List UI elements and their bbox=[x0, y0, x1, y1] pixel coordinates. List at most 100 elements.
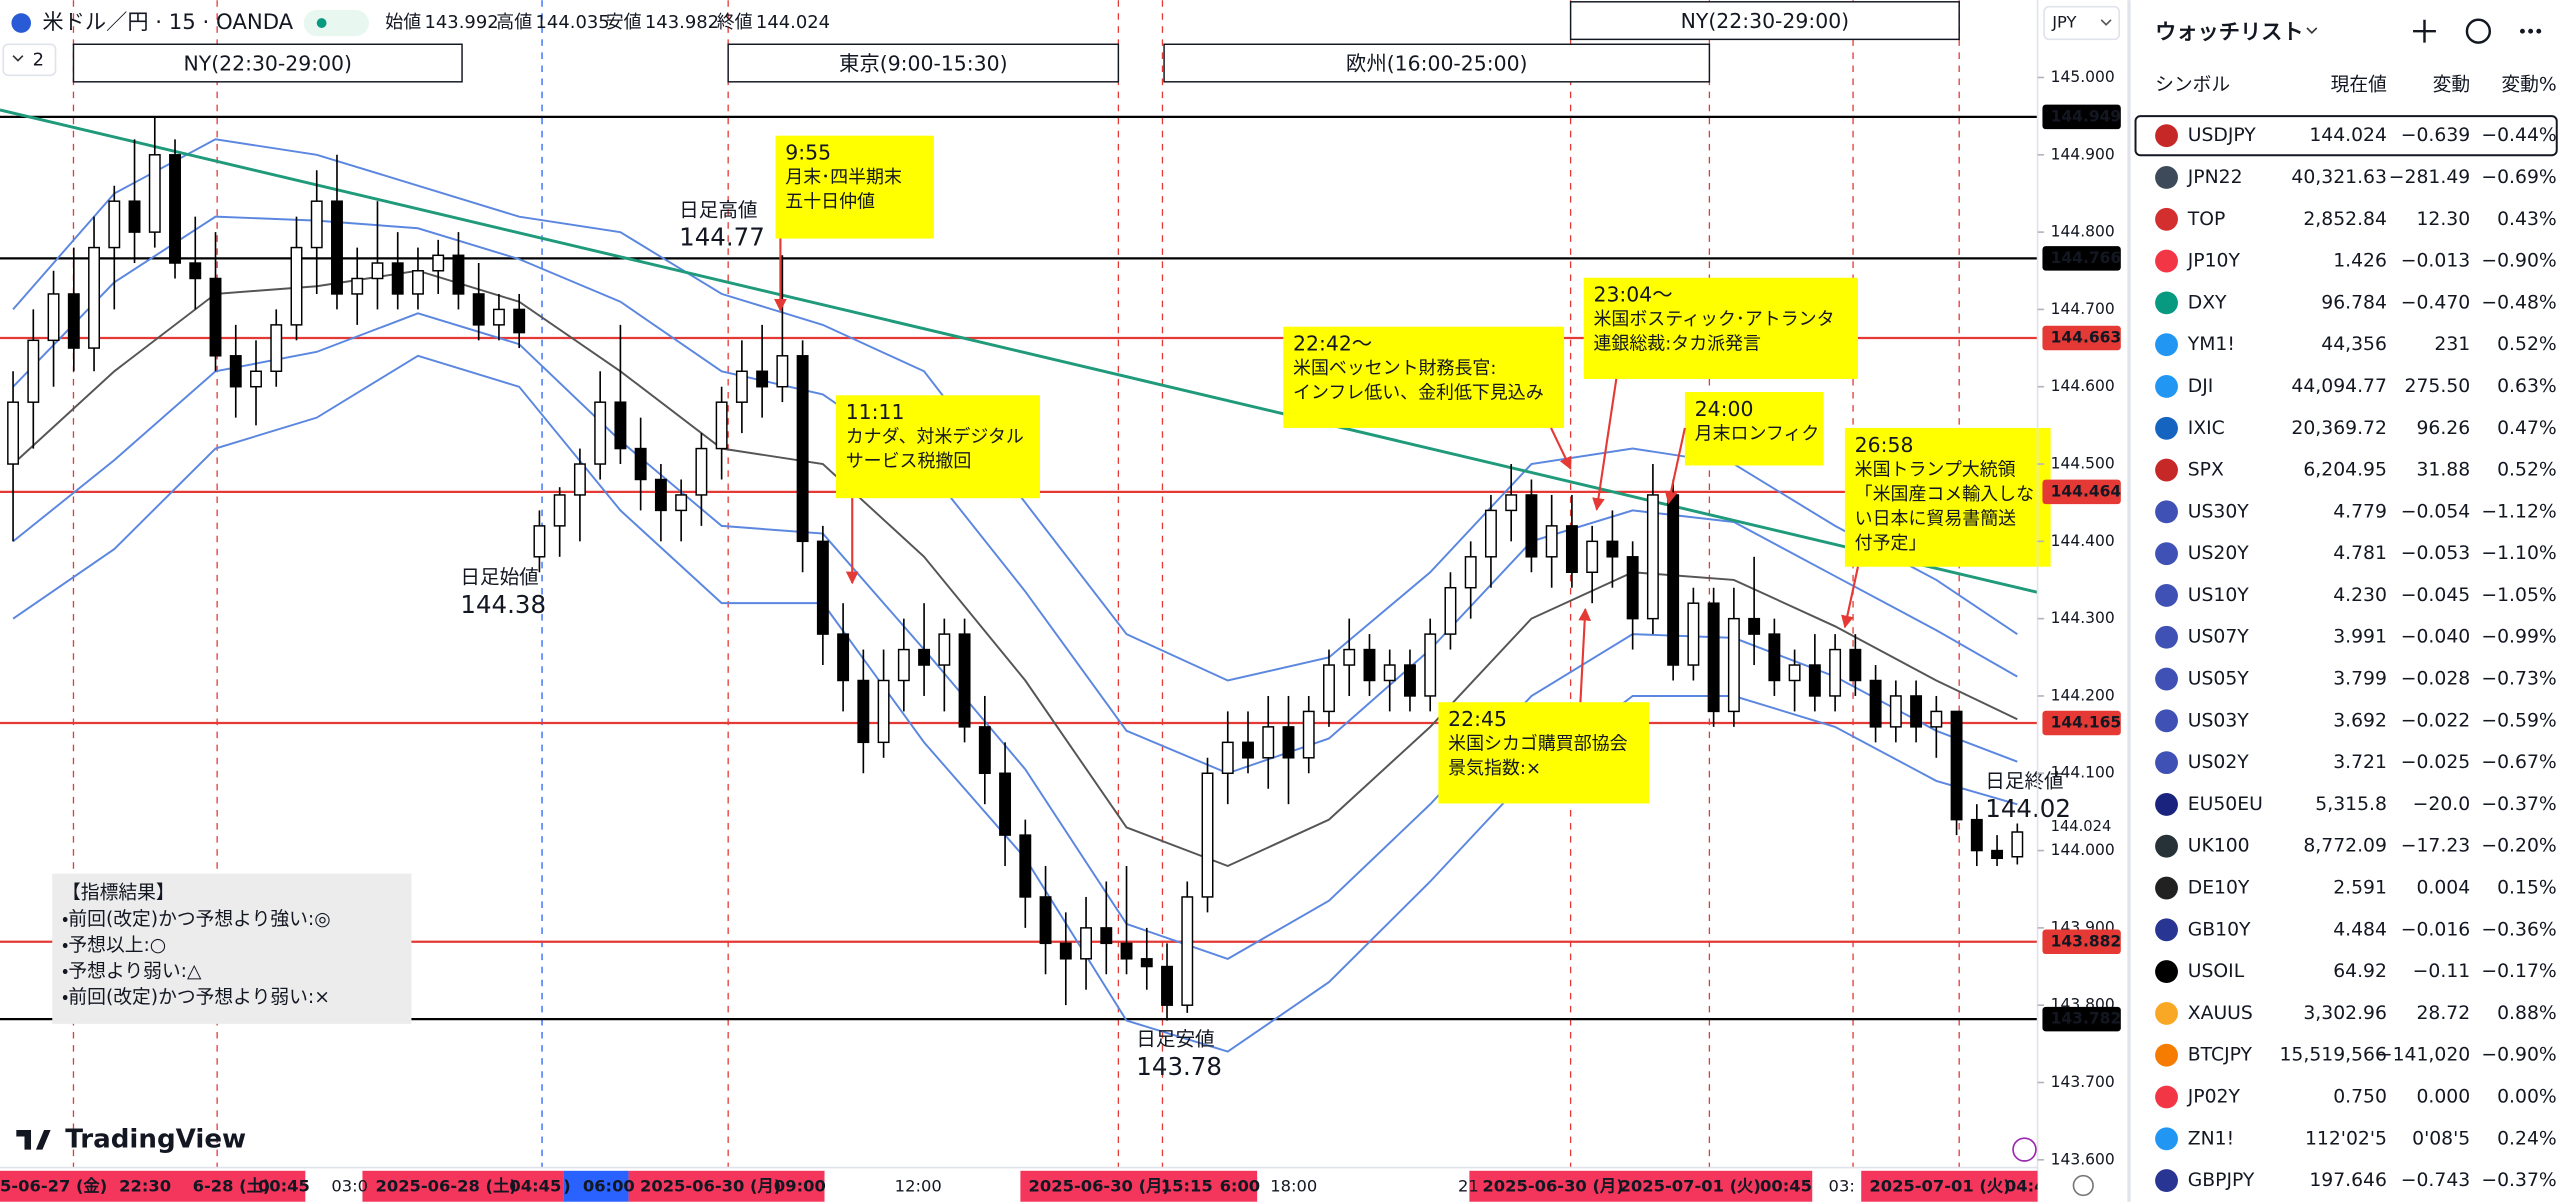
time-label: ) bbox=[563, 1177, 570, 1196]
candle-body bbox=[1404, 664, 1416, 697]
symbol[interactable]: JP10Y bbox=[2187, 251, 2241, 272]
symbol[interactable]: TOP bbox=[2187, 209, 2226, 230]
price-line-badge bbox=[2042, 325, 2121, 351]
symbol[interactable]: JP02Y bbox=[2187, 1086, 2241, 1107]
annotation-arrow bbox=[1841, 566, 1859, 629]
candle-body bbox=[1586, 540, 1599, 573]
menu-dot[interactable] bbox=[2528, 28, 2534, 34]
last-price: 4.230 bbox=[2333, 585, 2387, 606]
last-price: 96.784 bbox=[2321, 292, 2387, 313]
candle-body bbox=[1748, 617, 1761, 635]
change-percent: −0.69% bbox=[2481, 167, 2556, 188]
candle-body bbox=[1221, 741, 1234, 774]
ohlc-label: 終値 bbox=[717, 12, 753, 33]
candle-body bbox=[1626, 556, 1639, 620]
y-tick-label: 144.400 bbox=[2051, 532, 2115, 550]
time-axis: 5-06-27 (金) 22:30 6-28 (土)00:45 03:0 2025-06… bbox=[0, 1170, 2046, 1202]
candle-body bbox=[1302, 710, 1315, 759]
last-price: 15,519,566 bbox=[2279, 1045, 2386, 1066]
candle-body bbox=[553, 494, 566, 527]
alerts-icon[interactable] bbox=[2465, 18, 2492, 44]
logo: TradingView bbox=[65, 1124, 246, 1154]
daily-value: 144.77 bbox=[679, 223, 765, 252]
candle-body bbox=[67, 293, 80, 349]
annotation-line: 米国シカゴ購買部協会 bbox=[1448, 734, 1627, 755]
change: 0.004 bbox=[2416, 878, 2470, 899]
annotation-line: サービス税撤回 bbox=[846, 451, 972, 472]
y-tick-label: 144.900 bbox=[2051, 145, 2115, 163]
symbol[interactable]: DE10Y bbox=[2188, 878, 2250, 899]
y-tick-label: 144.600 bbox=[2051, 377, 2115, 395]
last-price: 4.781 bbox=[2333, 543, 2387, 564]
candle-body bbox=[958, 633, 971, 728]
settings-icon[interactable] bbox=[2072, 1174, 2094, 1197]
symbol[interactable]: US03Y bbox=[2188, 710, 2250, 731]
symbol[interactable]: IXIC bbox=[2188, 418, 2225, 439]
symbol[interactable]: GB10Y bbox=[2188, 919, 2251, 940]
y-tick-label: 144.800 bbox=[2051, 223, 2115, 241]
symbol[interactable]: US07Y bbox=[2188, 627, 2250, 648]
symbol[interactable]: XAUUS bbox=[2188, 1003, 2253, 1024]
symbol-icon bbox=[2155, 375, 2178, 398]
currency-button[interactable] bbox=[2043, 5, 2120, 41]
change-percent: 0.15% bbox=[2497, 878, 2557, 899]
symbol[interactable]: US20Y bbox=[2188, 543, 2250, 564]
last-price: 64.92 bbox=[2333, 961, 2387, 982]
ohlc-label: 始値 bbox=[385, 12, 421, 33]
legend-line: ・予想以上:○ bbox=[62, 934, 166, 956]
menu-dot[interactable] bbox=[2536, 28, 2542, 34]
symbol[interactable]: USOIL bbox=[2188, 961, 2245, 982]
symbol[interactable]: DJI bbox=[2188, 376, 2214, 397]
candle-body bbox=[978, 726, 991, 774]
change: 96.26 bbox=[2416, 418, 2470, 439]
symbol[interactable]: US05Y bbox=[2188, 669, 2250, 690]
symbol-icon bbox=[2155, 876, 2178, 900]
symbol: 米ドル／円 · 15 · OANDA bbox=[42, 10, 293, 35]
last-price: 197.646 bbox=[2309, 1170, 2387, 1191]
candle-body bbox=[1950, 710, 1963, 821]
change-percent: −0.36% bbox=[2481, 919, 2556, 940]
price-line-badge bbox=[2042, 104, 2121, 130]
candle-body bbox=[1808, 664, 1821, 697]
symbol[interactable]: SPX bbox=[2188, 460, 2224, 481]
annotation-arrow bbox=[1550, 427, 1572, 470]
add-symbol[interactable] bbox=[2413, 19, 2436, 43]
time-label: 04:4 bbox=[2005, 1177, 2046, 1196]
candle-body bbox=[1039, 896, 1052, 945]
symbol[interactable]: US30Y bbox=[2188, 501, 2250, 522]
menu-dot[interactable] bbox=[2520, 28, 2525, 34]
symbol[interactable]: EU50EU bbox=[2188, 794, 2263, 815]
time-label: 12:00 bbox=[895, 1177, 942, 1196]
lightning-icon[interactable] bbox=[2012, 1137, 2037, 1162]
session-label: 東京(9:00-15:30) bbox=[839, 52, 1008, 76]
symbol[interactable]: YM1! bbox=[2187, 334, 2235, 355]
price-line-label: 144.663 bbox=[2051, 329, 2122, 347]
column-header: 現在値 bbox=[2331, 74, 2388, 96]
symbol[interactable]: JPN22 bbox=[2187, 167, 2243, 188]
ohlc-label: 安値 bbox=[606, 12, 642, 33]
annotation-line: 22:42～ bbox=[1293, 332, 1372, 356]
symbol[interactable]: DXY bbox=[2188, 292, 2227, 313]
symbol-icon bbox=[2155, 542, 2178, 566]
symbol[interactable]: BTCJPY bbox=[2188, 1045, 2253, 1066]
symbol[interactable]: USDJPY bbox=[2188, 125, 2257, 146]
symbol[interactable]: ZN1! bbox=[2188, 1128, 2234, 1149]
interval-button[interactable] bbox=[2, 43, 57, 77]
candle-body bbox=[999, 772, 1012, 836]
session-label: NY(22:30-29:00) bbox=[183, 52, 352, 76]
indicator-line bbox=[12, 269, 2018, 868]
price-line-badge bbox=[2042, 246, 2121, 271]
symbol-icon bbox=[2155, 918, 2178, 942]
symbol[interactable]: US02Y bbox=[2188, 752, 2250, 773]
symbol[interactable]: UK100 bbox=[2188, 836, 2250, 857]
last-price: 6,204.95 bbox=[2303, 460, 2387, 481]
symbol[interactable]: US10Y bbox=[2188, 585, 2250, 606]
candle-body bbox=[1161, 965, 1173, 1006]
symbol[interactable]: GBPJPY bbox=[2188, 1170, 2255, 1191]
price-line-label: 144.464 bbox=[2051, 482, 2122, 500]
candle-body bbox=[1910, 695, 1923, 728]
watchlist-title[interactable]: ウォッチリスト bbox=[2155, 20, 2304, 45]
time-label: 03: bbox=[1829, 1177, 1855, 1196]
last-price: 4.779 bbox=[2333, 501, 2387, 522]
y-tick-label: 144.000 bbox=[2051, 841, 2115, 859]
